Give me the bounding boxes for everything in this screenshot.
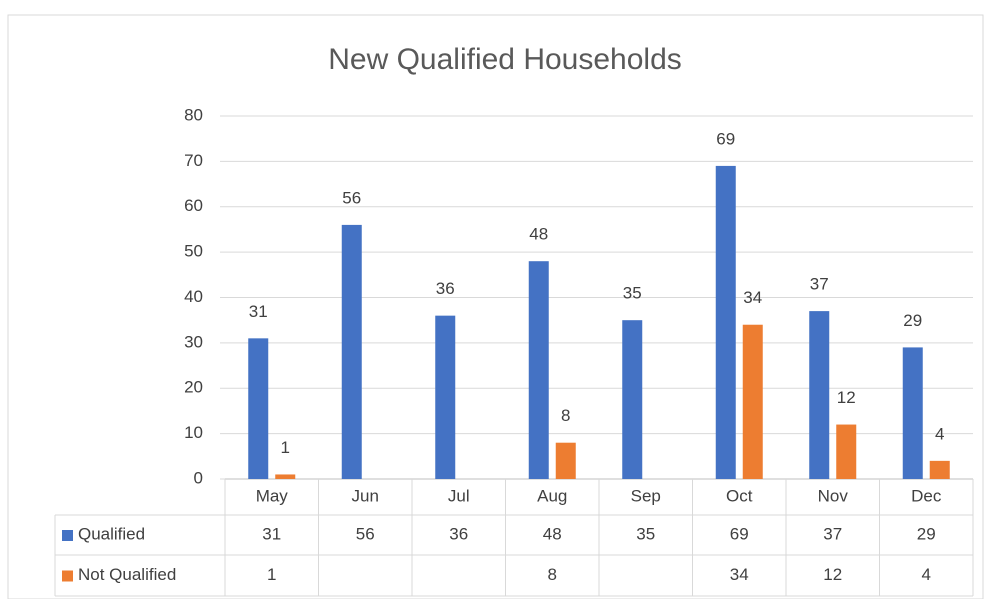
bar <box>248 338 269 479</box>
data-label: 29 <box>903 311 922 330</box>
data-label: 35 <box>623 284 642 303</box>
bar <box>528 261 549 479</box>
bar <box>809 311 830 479</box>
data-label: 1 <box>281 438 290 457</box>
x-tick-label: Jul <box>448 486 470 505</box>
chart-title: New Qualified Households <box>328 43 682 76</box>
table-cell: 1 <box>267 565 276 584</box>
data-label: 31 <box>249 302 268 321</box>
data-label: 48 <box>529 225 548 244</box>
chart-border <box>7 14 984 599</box>
data-label: 69 <box>716 129 735 148</box>
data-label: 34 <box>743 288 762 307</box>
legend-label: Qualified <box>78 524 145 543</box>
y-tick-label: 30 <box>184 332 203 351</box>
table-cell: 35 <box>636 524 655 543</box>
y-tick-label: 80 <box>184 105 203 124</box>
table-cell: 69 <box>730 524 749 543</box>
y-tick-label: 40 <box>184 287 203 306</box>
legend-key <box>62 570 73 582</box>
data-label: 37 <box>810 275 829 294</box>
x-tick-label: Jun <box>352 486 379 505</box>
y-tick-label: 0 <box>194 468 203 487</box>
x-tick-label: Nov <box>818 486 849 505</box>
table-cell: 34 <box>730 565 749 584</box>
data-label: 8 <box>561 406 570 425</box>
table-cell: 31 <box>262 524 281 543</box>
bar <box>555 442 576 479</box>
bar <box>929 460 950 479</box>
table-cell: 12 <box>823 565 842 584</box>
data-label: 36 <box>436 279 455 298</box>
y-tick-label: 10 <box>184 423 203 442</box>
x-tick-label: Dec <box>911 486 942 505</box>
x-tick-label: Aug <box>537 486 567 505</box>
legend-key <box>62 530 73 541</box>
y-tick-label: 50 <box>184 242 203 261</box>
table-cell: 8 <box>548 565 557 584</box>
bar <box>902 347 923 479</box>
bar <box>435 315 456 479</box>
table-cell: 37 <box>823 524 842 543</box>
data-label: 56 <box>342 188 361 207</box>
legend-label: Not Qualified <box>78 565 176 584</box>
table-cell: 48 <box>543 524 562 543</box>
x-tick-label: Oct <box>726 486 753 505</box>
y-tick-label: 70 <box>184 151 203 170</box>
y-tick-label: 20 <box>184 378 203 397</box>
data-label: 12 <box>837 388 856 407</box>
x-tick-label: May <box>256 486 289 505</box>
bar <box>742 324 763 479</box>
x-tick-label: Sep <box>631 486 661 505</box>
table-cell: 4 <box>922 565 931 584</box>
bar <box>275 474 296 479</box>
data-label: 4 <box>935 424 944 443</box>
bar <box>836 424 857 479</box>
bar <box>341 224 362 479</box>
bar <box>715 165 736 479</box>
bar <box>622 320 643 479</box>
table-cell: 36 <box>449 524 468 543</box>
y-tick-label: 60 <box>184 196 203 215</box>
table-cell: 29 <box>917 524 936 543</box>
table-cell: 56 <box>356 524 375 543</box>
